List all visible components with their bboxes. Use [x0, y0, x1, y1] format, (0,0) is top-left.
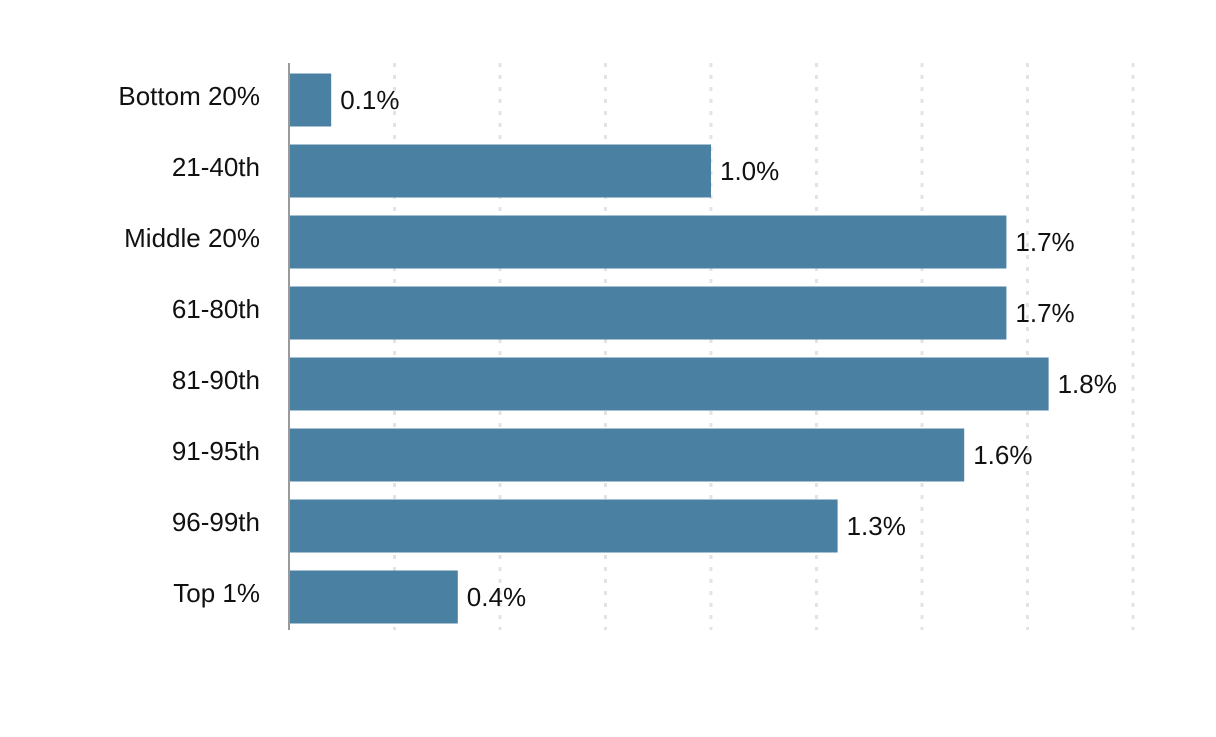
value-label: 1.8%	[1058, 369, 1117, 399]
category-label: 81-90th	[172, 365, 260, 395]
bar	[289, 428, 965, 482]
value-label: 1.6%	[973, 440, 1032, 470]
bar	[289, 286, 1007, 340]
bar	[289, 215, 1007, 269]
value-label: 0.4%	[467, 582, 526, 612]
bar	[289, 357, 1049, 411]
value-labels: 0.1% 1.0% 1.7% 1.7% 1.8% 1.6% 1.3% 0.4%	[340, 85, 1117, 612]
bar	[289, 73, 332, 127]
value-label: 1.7%	[1015, 298, 1074, 328]
bar	[289, 499, 838, 553]
value-label: 1.3%	[847, 511, 906, 541]
bar	[289, 144, 711, 198]
value-label: 1.7%	[1015, 227, 1074, 257]
bar	[289, 570, 458, 624]
category-label: Middle 20%	[124, 223, 260, 253]
category-label: 21-40th	[172, 152, 260, 182]
category-label: Bottom 20%	[118, 81, 260, 111]
bars	[289, 73, 1049, 624]
category-label: Top 1%	[173, 578, 260, 608]
category-label: 96-99th	[172, 507, 260, 537]
value-label: 0.1%	[340, 85, 399, 115]
value-label: 1.0%	[720, 156, 779, 186]
category-label: 61-80th	[172, 294, 260, 324]
category-label: 91-95th	[172, 436, 260, 466]
category-labels: Bottom 20% 21-40th Middle 20% 61-80th 81-90t…	[118, 81, 260, 608]
